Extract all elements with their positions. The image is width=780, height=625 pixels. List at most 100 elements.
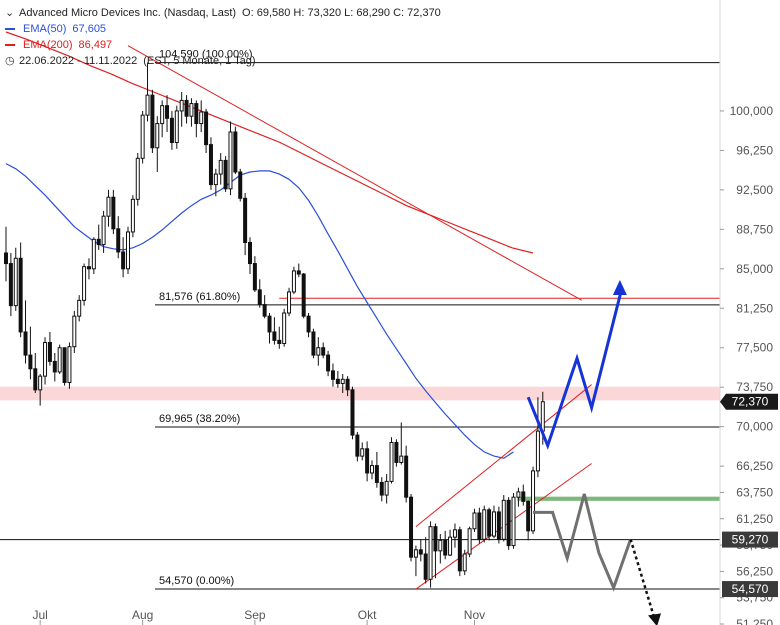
legend-ema200-row: EMA(200) 86,497 xyxy=(5,37,441,53)
zone-layer xyxy=(0,386,720,501)
candle-up xyxy=(535,430,540,472)
candle-up xyxy=(413,549,418,558)
candle-down xyxy=(248,241,252,265)
candle-up xyxy=(77,299,82,317)
candle-down xyxy=(252,263,257,291)
candle-down xyxy=(169,117,174,144)
candle-up xyxy=(399,455,404,463)
bearish-projection xyxy=(533,493,633,592)
candle-up xyxy=(452,529,457,538)
candle-down xyxy=(423,553,428,580)
price-tick-label: 66,250 xyxy=(736,459,773,473)
candle-down xyxy=(194,103,199,125)
time-tick-label: Aug xyxy=(132,608,153,622)
candle-up xyxy=(160,105,165,125)
candle-down xyxy=(506,499,511,547)
ema50-swatch xyxy=(5,28,15,30)
candle-down xyxy=(521,491,526,502)
ema200-swatch xyxy=(5,44,15,46)
candle-down xyxy=(301,273,306,317)
candle-down xyxy=(18,257,23,333)
projection-layer xyxy=(526,279,662,625)
candle-down xyxy=(404,455,409,498)
candle-down xyxy=(277,339,282,345)
candle-down xyxy=(262,304,267,317)
candle-up xyxy=(38,375,43,391)
candle-down xyxy=(204,111,209,146)
downtrend-line xyxy=(127,45,583,301)
price-level-label: 54,570 xyxy=(732,582,769,596)
candle-up xyxy=(106,196,111,217)
candle-down xyxy=(33,368,38,391)
indicator-layer xyxy=(5,31,592,590)
candle-up xyxy=(389,441,394,482)
candle-up xyxy=(155,123,160,149)
candle-up xyxy=(287,291,292,314)
time-tick-label: Jul xyxy=(32,608,47,622)
fib-level-label: 69,965 (38.20%) xyxy=(159,413,240,425)
candle-up xyxy=(126,231,130,270)
legend-ema50-row: EMA(50) 67,605 xyxy=(5,21,441,37)
candle-up xyxy=(213,173,218,186)
resistance-zone xyxy=(0,386,720,401)
time-tick-label: Sep xyxy=(244,608,266,622)
candle-down xyxy=(443,539,448,556)
chart-legend: ⌄ Advanced Micro Devices Inc. (Nasdaq, L… xyxy=(5,5,441,69)
candle-down xyxy=(487,509,492,537)
candle-up xyxy=(316,347,321,356)
candle-up xyxy=(370,465,374,474)
candle-up xyxy=(140,114,145,159)
candle-down xyxy=(8,263,13,307)
candle-down xyxy=(311,331,316,356)
support-zone xyxy=(517,496,720,501)
candle-up xyxy=(492,511,496,537)
candle-down xyxy=(345,378,350,391)
instrument-title: Advanced Micro Devices Inc. (Nasdaq, Las… xyxy=(19,7,237,19)
price-tick-label: 77,500 xyxy=(736,341,773,355)
last-price-label: 72,370 xyxy=(732,395,769,409)
price-axis: 100,000 96,250 92,500 88,750 85,000 81,250 77,… xyxy=(719,0,778,625)
candle-up xyxy=(179,99,184,112)
candle-down xyxy=(306,315,311,333)
candle-up xyxy=(540,401,545,432)
candle-down xyxy=(355,434,360,457)
candle-down xyxy=(379,481,384,496)
candle-down xyxy=(409,496,414,558)
candle-down xyxy=(496,511,501,540)
candle-up xyxy=(438,539,443,552)
candle-down xyxy=(4,252,8,265)
price-tick-label: 92,500 xyxy=(736,183,773,197)
candle-down xyxy=(184,99,189,117)
candle-up xyxy=(13,257,18,307)
candle-down xyxy=(96,238,101,246)
candle-down xyxy=(238,171,243,199)
candle-down xyxy=(394,441,399,463)
price-tick-label: 56,250 xyxy=(736,564,773,578)
candle-up xyxy=(82,266,87,301)
price-tick-label: 73,750 xyxy=(736,380,773,394)
candle-down xyxy=(267,315,272,333)
candle-down xyxy=(223,159,228,190)
candle-down xyxy=(335,378,340,385)
price-tick-label: 70,000 xyxy=(736,420,773,434)
candle-up xyxy=(340,378,345,385)
ema50-value: 67,605 xyxy=(72,23,107,35)
price-tick-label: 61,250 xyxy=(736,512,773,526)
candles-layer xyxy=(4,62,545,588)
candle-up xyxy=(67,346,72,383)
candle-up xyxy=(218,159,223,175)
candle-down xyxy=(233,131,238,173)
candle-up xyxy=(516,491,521,498)
candle-up xyxy=(482,509,487,540)
period-range: 22.06.2022 - 11.11.2022 xyxy=(19,55,138,67)
candle-down xyxy=(374,465,379,483)
price-level-badge xyxy=(722,581,778,598)
candle-up xyxy=(174,110,179,144)
ema200-value: 86,497 xyxy=(78,39,113,51)
price-tick-label: 63,750 xyxy=(736,485,773,499)
candle-up xyxy=(531,470,536,532)
fib-level-label: 104,590 (100.00%) xyxy=(159,49,253,61)
chevron-down-icon[interactable]: ⌄ xyxy=(5,7,15,19)
candle-down xyxy=(326,354,331,372)
